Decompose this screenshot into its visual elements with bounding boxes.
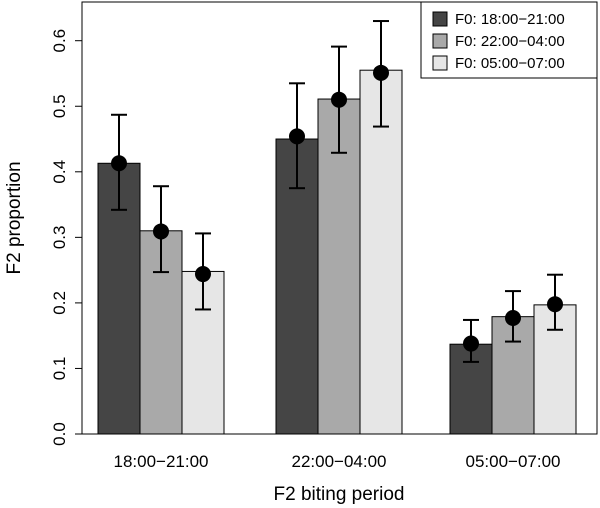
bars-layer: [97, 69, 577, 435]
legend-label: F0: 05:00−07:00: [455, 55, 565, 72]
legend-swatch: [432, 33, 448, 49]
legend: F0: 18:00−21:00 F0: 22:00−04:00 F0: 05:00−…: [420, 1, 598, 79]
y-tick-label: 0.3: [50, 226, 69, 250]
bar: [317, 98, 361, 435]
legend-label: F0: 18:00−21:00: [455, 11, 565, 28]
legend-box: [420, 1, 598, 79]
y-tick-label: 0.2: [50, 291, 69, 315]
legend-label: F0: 22:00−04:00: [455, 33, 565, 50]
x-tick-label: 18:00−21:00: [113, 452, 208, 471]
estimate-point: [463, 335, 479, 352]
bar: [359, 69, 403, 435]
legend-swatch: [432, 55, 448, 71]
y-tick-label: 0.4: [50, 160, 69, 184]
estimate-point: [373, 64, 389, 81]
x-axis-title: F2 biting period: [274, 484, 405, 505]
estimate-point: [111, 155, 127, 172]
x-tick-label: 22:00−04:00: [291, 452, 386, 471]
y-tick-label: 0.6: [50, 29, 69, 53]
estimate-point: [547, 296, 563, 313]
estimate-point: [505, 309, 521, 326]
estimate-point: [153, 223, 169, 240]
estimate-point: [331, 91, 347, 108]
error-bars-layer: [111, 20, 563, 363]
y-tick-label: 0.5: [50, 94, 69, 118]
legend-swatch: [432, 11, 448, 27]
estimate-point: [289, 128, 305, 145]
y-axis-title: F2 proportion: [4, 161, 25, 274]
estimate-point: [195, 266, 211, 283]
y-tick-label: 0.1: [50, 357, 69, 381]
x-axis: 18:00−21:00 22:00−04:00 05:00−07:00: [113, 452, 560, 471]
y-axis: 0.0 0.1 0.2 0.3 0.4 0.5 0.6: [50, 29, 83, 446]
y-tick-label: 0.0: [50, 422, 69, 446]
x-tick-label: 05:00−07:00: [465, 452, 560, 471]
